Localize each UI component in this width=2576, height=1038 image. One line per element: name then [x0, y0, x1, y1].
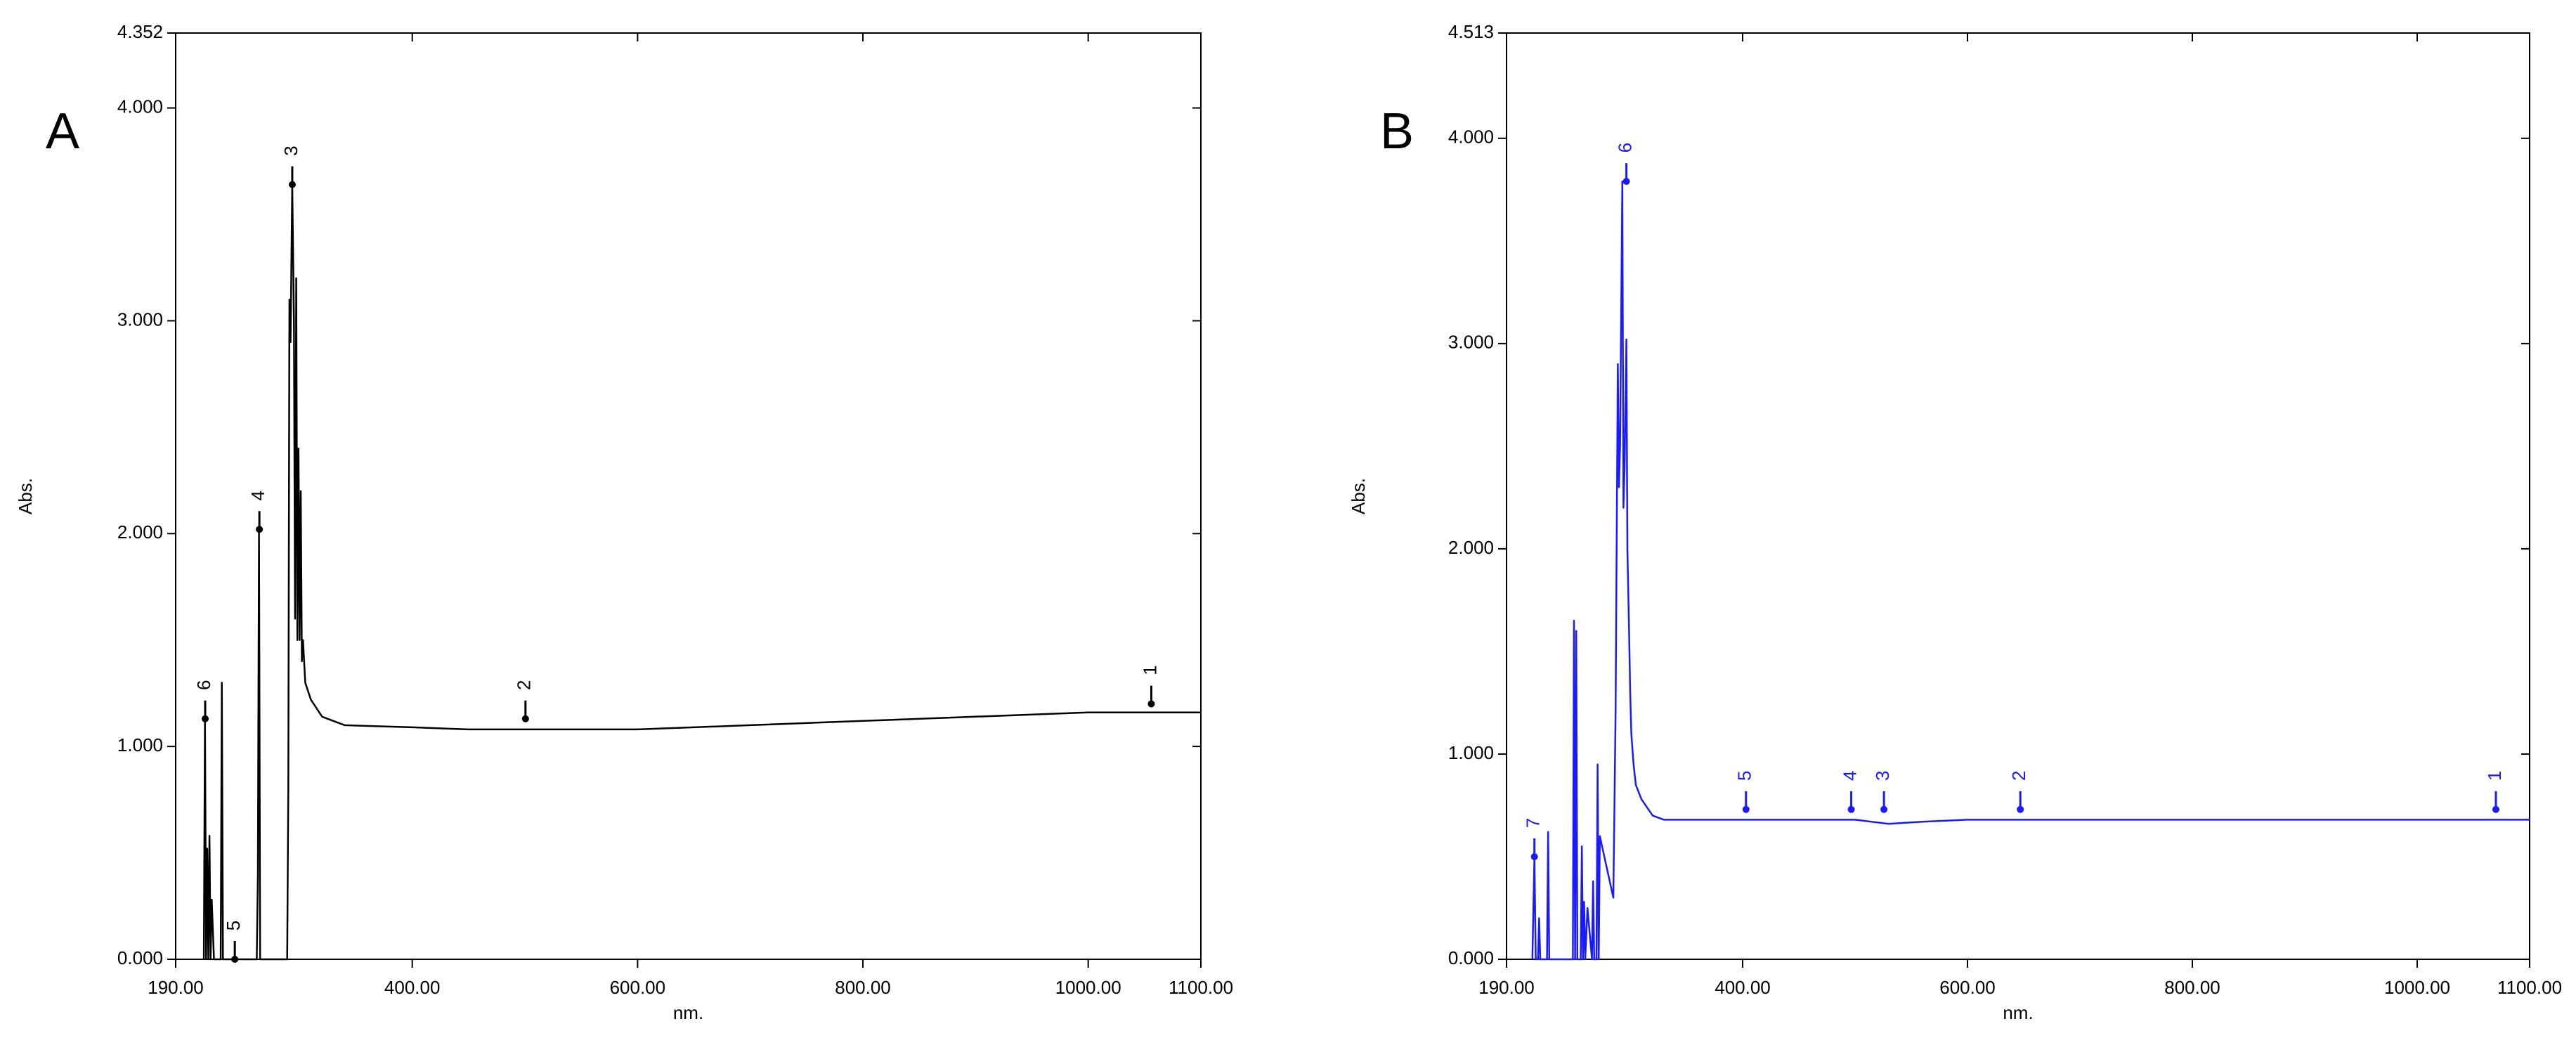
x-tick-label: 800.00 — [2164, 977, 2220, 998]
y-tick-label: 2.000 — [117, 521, 163, 543]
peak-dot — [1530, 852, 1538, 860]
spectrum-line — [202, 183, 1201, 961]
x-tick-label: 190.00 — [148, 977, 204, 998]
y-tick-label: 3.000 — [117, 309, 163, 330]
peak-label: 3 — [1872, 771, 1893, 781]
x-tick-label: 1100.00 — [1169, 977, 1233, 998]
x-tick-label: 600.00 — [1939, 977, 1996, 998]
y-tick-label: 4.352 — [117, 21, 163, 42]
panel-label: A — [46, 103, 79, 160]
peak-dot — [256, 526, 264, 533]
peak-dot — [202, 715, 209, 722]
peak-label: 5 — [1734, 771, 1755, 781]
peak-dot — [231, 956, 239, 963]
x-tick-label: 600.00 — [610, 977, 666, 998]
peak-dot — [1622, 178, 1630, 186]
y-axis-label: Abs. — [15, 478, 36, 514]
y-tick-label: 3.000 — [1448, 332, 1494, 353]
y-tick-label: 4.513 — [1448, 21, 1494, 42]
x-tick-label: 800.00 — [835, 977, 891, 998]
y-tick-label: 4.000 — [1448, 126, 1494, 148]
y-tick-label: 0.000 — [117, 947, 163, 968]
peak-label: 3 — [280, 145, 301, 155]
y-tick-label: 1.000 — [1448, 742, 1494, 763]
y-tick-label: 2.000 — [1448, 537, 1494, 558]
spectrum-line — [1531, 180, 2530, 961]
peak-dot — [521, 715, 529, 722]
y-tick-label: 0.000 — [1448, 947, 1494, 968]
peak-label: 1 — [1139, 665, 1160, 675]
x-tick-label: 400.00 — [384, 977, 441, 998]
x-tick-label: 1100.00 — [2497, 977, 2562, 998]
x-tick-label: 1000.00 — [1055, 977, 1121, 998]
peak-dot — [2492, 805, 2499, 813]
peak-label: 6 — [193, 680, 214, 690]
peak-dot — [1742, 805, 1750, 813]
peak-label: 4 — [1839, 771, 1860, 781]
y-tick-label: 4.000 — [117, 96, 163, 117]
peak-label: 1 — [2484, 771, 2505, 781]
peak-label: 2 — [514, 680, 535, 690]
peak-dot — [1147, 700, 1155, 708]
peak-label: 4 — [247, 491, 268, 500]
peak-label: 2 — [2008, 771, 2029, 781]
peak-dot — [2017, 805, 2024, 813]
y-axis-label: Abs. — [1348, 478, 1369, 514]
plot-frame — [175, 32, 1202, 960]
peak-dot — [288, 181, 296, 188]
peak-dot — [1880, 805, 1888, 813]
x-tick-label: 190.00 — [1478, 977, 1535, 998]
plot-frame — [1506, 32, 2530, 960]
x-tick-label: 1000.00 — [2384, 977, 2450, 998]
chart-panel: A 0.000 1.000 2.000 3.000 4.000 4.352 190.00 400… — [15, 21, 1233, 1023]
x-axis-label: nm. — [2003, 1002, 2033, 1023]
chart-panel: B 0.000 1.000 2.000 3.000 4.000 4.513 190.00 400… — [1348, 21, 2562, 1023]
panel-label: B — [1380, 103, 1414, 160]
y-tick-label: 1.000 — [117, 734, 163, 755]
peak-dot — [1847, 805, 1855, 813]
x-tick-label: 400.00 — [1715, 977, 1771, 998]
peak-label: 7 — [1523, 818, 1544, 828]
x-axis-label: nm. — [673, 1002, 703, 1023]
peak-label: 6 — [1614, 143, 1635, 153]
peak-label: 5 — [223, 921, 244, 930]
